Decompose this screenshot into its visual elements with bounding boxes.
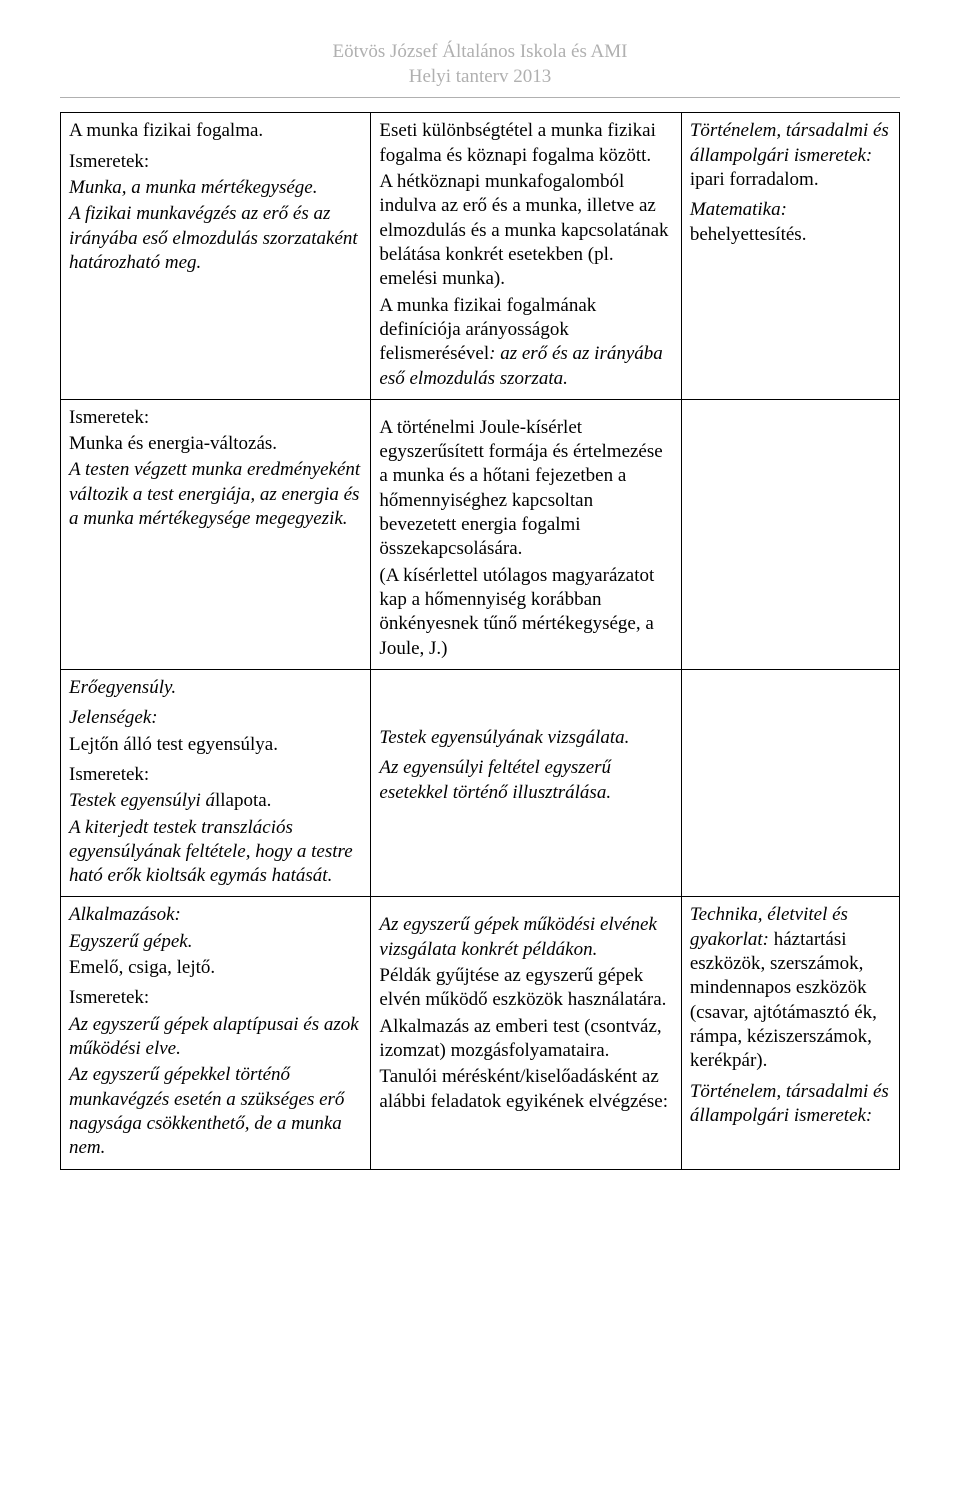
cell-r1c3: Történelem, társadalmi és állampolgári i…	[681, 113, 899, 399]
text-lead: Történelem, társadalmi és állampolgári i…	[690, 120, 889, 165]
text: Munka és energia-változás.	[69, 432, 362, 456]
text: Matematika: behelyettesítés.	[690, 198, 891, 247]
table-row: A munka fizikai fogalma. Ismeretek: Munk…	[61, 113, 900, 399]
text-trail: ipari forradalom.	[690, 169, 819, 190]
cell-r3c3	[681, 669, 899, 897]
cell-r3c2: Testek egyensúlyának vizsgálata. Az egye…	[371, 669, 681, 897]
header-line2: Helyi tanterv 2013	[60, 65, 900, 90]
text: Történelem, társadalmi és állampolgári i…	[690, 1080, 891, 1129]
text: Testek egyensúlyi állapota.	[69, 789, 362, 813]
text: Az egyszerű gépek alaptípusai és azok mű…	[69, 1013, 362, 1062]
text: Technika, életvitel és gyakorlat: háztar…	[690, 903, 891, 1073]
header-line1: Eötvös József Általános Iskola és AMI	[60, 40, 900, 65]
text-lead: Testek egyensúlyi á	[69, 790, 215, 811]
text: Emelő, csiga, lejtő.	[69, 956, 362, 980]
page-header: Eötvös József Általános Iskola és AMI He…	[60, 40, 900, 89]
text: Testek egyensúlyának vizsgálata.	[379, 726, 672, 750]
cell-r1c1: A munka fizikai fogalma. Ismeretek: Munk…	[61, 113, 371, 399]
text: A fizikai munkavégzés az erő és az irány…	[69, 202, 362, 275]
content-table: A munka fizikai fogalma. Ismeretek: Munk…	[60, 112, 900, 1169]
text: A munka fizikai fogalma.	[69, 119, 362, 143]
text: A kiterjedt testek transzlációs egyensúl…	[69, 816, 362, 889]
text: Az egyszerű gépek működési elvének vizsg…	[379, 913, 672, 962]
table-row: Ismeretek: Munka és energia-változás. A …	[61, 399, 900, 669]
cell-r4c1: Alkalmazások: Egyszerű gépek. Emelő, csi…	[61, 897, 371, 1169]
text: A történelmi Joule-kísérlet egyszerűsíte…	[379, 416, 672, 562]
text-trail: háztartási eszközök, szerszámok, mindenn…	[690, 929, 877, 1072]
text-lead: Matematika:	[690, 199, 787, 220]
text: Eseti különbségtétel a munka fizikai fog…	[379, 119, 672, 168]
text: Jelenségek:	[69, 706, 362, 730]
text: A munka fizikai fogalmának definíciója a…	[379, 294, 672, 391]
text: Az egyensúlyi feltétel egyszerű esetekke…	[379, 756, 672, 805]
text: Alkalmazás az emberi test (csontváz, izo…	[379, 1015, 672, 1064]
table-row: Erőegyensúly. Jelenségek: Lejtőn álló te…	[61, 669, 900, 897]
text: Egyszerű gépek.	[69, 930, 362, 954]
text: Ismeretek:	[69, 150, 362, 174]
text: Ismeretek:	[69, 763, 362, 787]
text: Ismeretek:	[69, 406, 362, 430]
text: (A kísérlettel utólagos magyarázatot kap…	[379, 564, 672, 661]
header-rule	[60, 97, 900, 98]
text: Ismeretek:	[69, 986, 362, 1010]
text: Példák gyűjtése az egyszerű gépek elvén …	[379, 964, 672, 1013]
cell-r4c3: Technika, életvitel és gyakorlat: háztar…	[681, 897, 899, 1169]
cell-r2c2: A történelmi Joule-kísérlet egyszerűsíte…	[371, 399, 681, 669]
text-tail: llapota.	[215, 790, 271, 811]
cell-r1c2: Eseti különbségtétel a munka fizikai fog…	[371, 113, 681, 399]
text: Történelem, társadalmi és állampolgári i…	[690, 119, 891, 192]
text: A testen végzett munka eredményeként vál…	[69, 458, 362, 531]
cell-r3c1: Erőegyensúly. Jelenségek: Lejtőn álló te…	[61, 669, 371, 897]
cell-r2c1: Ismeretek: Munka és energia-változás. A …	[61, 399, 371, 669]
text: A hétköznapi munkafogalomból indulva az …	[379, 170, 672, 292]
cell-r4c2: Az egyszerű gépek működési elvének vizsg…	[371, 897, 681, 1169]
text-trail: behelyettesítés.	[690, 224, 807, 245]
text: Munka, a munka mértékegysége.	[69, 176, 362, 200]
table-row: Alkalmazások: Egyszerű gépek. Emelő, csi…	[61, 897, 900, 1169]
text: Lejtőn álló test egyensúlya.	[69, 733, 362, 757]
text: Erőegyensúly.	[69, 676, 362, 700]
cell-r2c3	[681, 399, 899, 669]
text: Az egyszerű gépekkel történő munkavégzés…	[69, 1063, 362, 1160]
text: Tanulói mérésként/kiselőadásként az aláb…	[379, 1065, 672, 1114]
text: Alkalmazások:	[69, 903, 362, 927]
